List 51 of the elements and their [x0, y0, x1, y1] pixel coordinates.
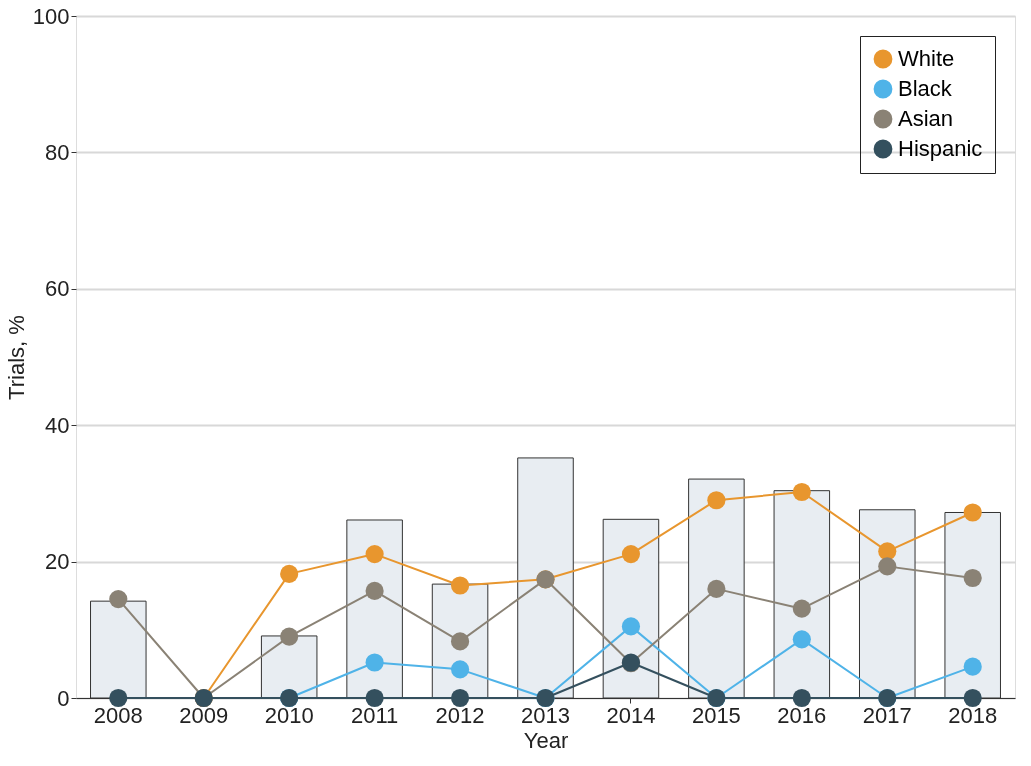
- point: [792, 599, 811, 618]
- y-tick-label: 20: [45, 549, 70, 575]
- x-tick-label: 2012: [435, 702, 485, 728]
- x-tick-label: 2015: [691, 702, 741, 728]
- point: [109, 688, 128, 708]
- point: [963, 503, 982, 522]
- y-tick-label: 40: [45, 412, 70, 438]
- point: [792, 482, 811, 502]
- x-tick-label: 2009: [179, 702, 229, 728]
- point: [707, 491, 726, 510]
- point: [963, 688, 982, 708]
- y-axis-title: Trials, %: [3, 315, 29, 400]
- point: [109, 590, 128, 609]
- point: [878, 557, 897, 576]
- x-axis-title: Year: [523, 727, 569, 753]
- point: [792, 688, 811, 708]
- point: [365, 545, 384, 564]
- bar: [773, 490, 831, 699]
- bar: [859, 509, 916, 699]
- x-tick-label: 2008: [93, 702, 143, 728]
- point: [450, 576, 470, 595]
- x-tick-label: 2017: [862, 702, 912, 728]
- x-tick-label: 2018: [948, 702, 998, 728]
- legend-label: Asian: [898, 106, 954, 131]
- y-tick-label: 80: [45, 139, 70, 165]
- legend-label: White: [898, 46, 955, 71]
- point: [621, 617, 641, 636]
- x-tick-label: 2013: [521, 702, 570, 728]
- x-tick-label: 2011: [350, 702, 399, 728]
- point: [963, 657, 982, 676]
- point: [280, 627, 299, 646]
- point: [365, 653, 384, 672]
- point: [963, 568, 982, 588]
- point: [707, 579, 726, 598]
- point: [878, 542, 897, 561]
- y-tick-label: 60: [45, 276, 70, 302]
- legend-label: Black: [898, 76, 953, 101]
- y-tick-label: 100: [32, 3, 70, 29]
- point: [792, 630, 811, 649]
- x-tick-label: 2010: [264, 702, 314, 728]
- point: [450, 660, 470, 679]
- x-tick-label: 2016: [777, 702, 827, 728]
- point: [365, 688, 384, 708]
- point: [621, 545, 641, 564]
- legend-label: Hispanic: [898, 136, 983, 161]
- point: [450, 688, 470, 708]
- point: [450, 632, 470, 651]
- point: [365, 581, 384, 600]
- y-tick-label: 0: [57, 685, 70, 711]
- x-tick-label: 2014: [606, 702, 656, 728]
- point: [280, 564, 299, 583]
